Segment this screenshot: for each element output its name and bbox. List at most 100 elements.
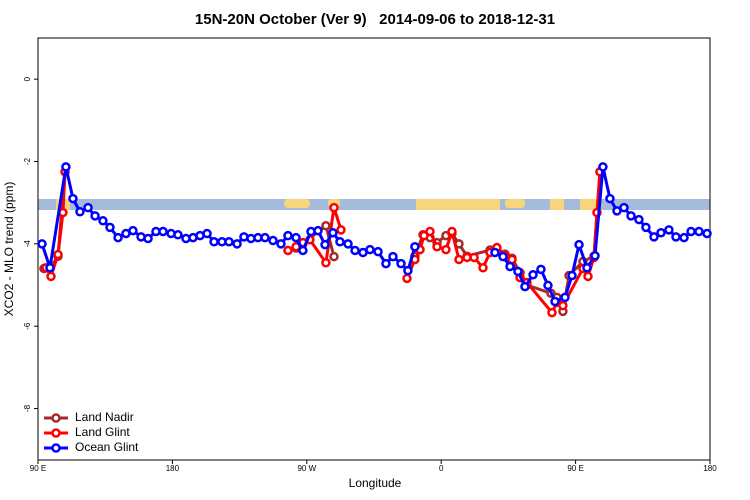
data-point [143, 233, 153, 244]
data-point [329, 251, 339, 262]
data-point [419, 230, 429, 241]
y-tick-label: -8 [23, 404, 32, 412]
data-point [365, 244, 375, 255]
legend-label: Ocean Glint [75, 440, 139, 454]
data-point [113, 232, 123, 243]
x-tick-label: 0 [439, 464, 444, 473]
data-point [268, 235, 278, 246]
land-patch [580, 199, 600, 210]
data-point [490, 247, 500, 258]
data-point [547, 307, 557, 318]
y-axis-label: XCO2 - MLO trend (ppm) [2, 182, 16, 317]
y-tick-label: -2 [23, 157, 32, 165]
data-point [469, 252, 479, 263]
data-point [83, 202, 93, 213]
data-point [328, 227, 338, 238]
data-point [520, 281, 530, 292]
data-point [128, 225, 138, 236]
data-point [560, 292, 570, 303]
data-point [634, 214, 644, 225]
legend-swatch-point [51, 443, 61, 453]
data-point [447, 226, 457, 237]
data-point [582, 262, 592, 273]
data-point [313, 225, 323, 236]
x-axis-label: Longitude [349, 476, 402, 490]
data-point [388, 251, 398, 262]
data-point [321, 258, 331, 268]
plot-area [37, 162, 712, 318]
data-point [276, 239, 286, 249]
x-tick-label: 90 E [567, 464, 583, 473]
data-point [664, 225, 674, 235]
data-point [336, 225, 346, 235]
data-point [298, 245, 308, 256]
data-point [158, 226, 168, 237]
data-point [283, 230, 293, 241]
x-tick-label: 90 E [30, 464, 46, 473]
data-point [605, 193, 615, 204]
data-point [671, 232, 681, 242]
data-point [513, 266, 523, 277]
legend-label: Land Nadir [75, 410, 134, 424]
y-tick-label: -6 [23, 322, 32, 330]
data-point [283, 245, 293, 256]
data-point [550, 296, 560, 307]
data-point [619, 202, 629, 213]
y-tick-label: 0 [23, 76, 32, 81]
data-point [454, 254, 464, 265]
data-point [478, 262, 488, 273]
data-point [441, 244, 451, 255]
data-point [45, 262, 55, 273]
data-point [173, 230, 183, 240]
data-point [403, 265, 413, 276]
data-point [686, 226, 696, 237]
data-point [505, 261, 515, 272]
data-point [224, 237, 234, 247]
data-point [37, 239, 47, 249]
data-point [68, 193, 78, 204]
data-point [536, 264, 546, 275]
data-point [590, 251, 600, 261]
data-point [75, 206, 85, 217]
data-point [335, 237, 345, 247]
data-point [567, 270, 577, 281]
data-point [343, 239, 353, 249]
chart-title: 15N-20N October (Ver 9) 2014-09-06 to 20… [195, 11, 555, 28]
data-point [694, 226, 704, 237]
data-point [350, 245, 360, 256]
data-point [583, 271, 593, 282]
data-point [649, 232, 659, 242]
data-point [641, 222, 651, 233]
data-point [679, 232, 689, 243]
data-point [612, 206, 622, 216]
data-point [61, 162, 71, 172]
land-patch [550, 199, 564, 210]
data-point [598, 162, 608, 172]
x-tick-label: 180 [703, 464, 717, 473]
data-point [543, 280, 553, 291]
data-point [396, 258, 406, 269]
data-point [432, 241, 442, 252]
data-point [202, 228, 212, 239]
data-point [321, 220, 331, 231]
data-point [209, 237, 219, 247]
data-point [105, 222, 115, 233]
data-point [626, 211, 636, 221]
data-point [574, 239, 584, 250]
legend-swatch-point [51, 428, 61, 438]
data-point [498, 251, 508, 262]
data-point [329, 202, 339, 213]
data-point [402, 273, 412, 284]
data-point [46, 271, 56, 282]
data-point [260, 232, 270, 243]
land-patch [416, 199, 500, 210]
data-point [291, 232, 301, 243]
data-point [373, 246, 383, 257]
data-point [425, 226, 435, 237]
data-point [656, 227, 666, 238]
data-point [381, 258, 391, 269]
land-patch [284, 199, 310, 208]
data-point [528, 269, 538, 280]
